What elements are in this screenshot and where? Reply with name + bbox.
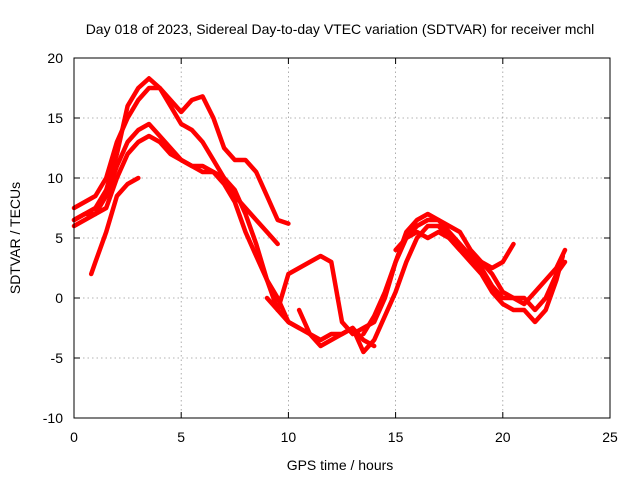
x-tick-label: 10 — [281, 429, 297, 445]
y-axis-label: SDTVAR / TECUs — [7, 182, 23, 294]
x-tick-label: 15 — [388, 429, 404, 445]
series-line-track-7 — [296, 223, 566, 355]
series-line-track-5 — [88, 175, 141, 277]
x-tick-label: 25 — [602, 429, 618, 445]
x-tick-label: 20 — [495, 429, 511, 445]
y-tick-label: 20 — [47, 50, 63, 66]
series-line-track-9 — [393, 229, 568, 313]
y-tick-label: 5 — [55, 230, 63, 246]
y-tick-label: 0 — [55, 290, 63, 306]
series-line-track-4 — [71, 133, 377, 349]
y-tick-label: 15 — [47, 110, 63, 126]
axis-ticks: 0 5 10 15 20 25 -10 -5 0 5 10 15 20 — [43, 50, 618, 445]
x-tick-label: 0 — [70, 429, 78, 445]
x-tick-label: 5 — [177, 429, 185, 445]
y-tick-label: -10 — [43, 410, 63, 426]
y-tick-label: 10 — [47, 170, 63, 186]
data-series-group — [71, 76, 568, 355]
grid-lines — [74, 58, 610, 418]
chart-title: Day 018 of 2023, Sidereal Day-to-day VTE… — [86, 21, 595, 37]
series-line-track-8 — [361, 217, 568, 337]
x-axis-label: GPS time / hours — [287, 457, 394, 473]
y-tick-label: -5 — [51, 350, 64, 366]
series-line-track-2 — [71, 76, 291, 226]
